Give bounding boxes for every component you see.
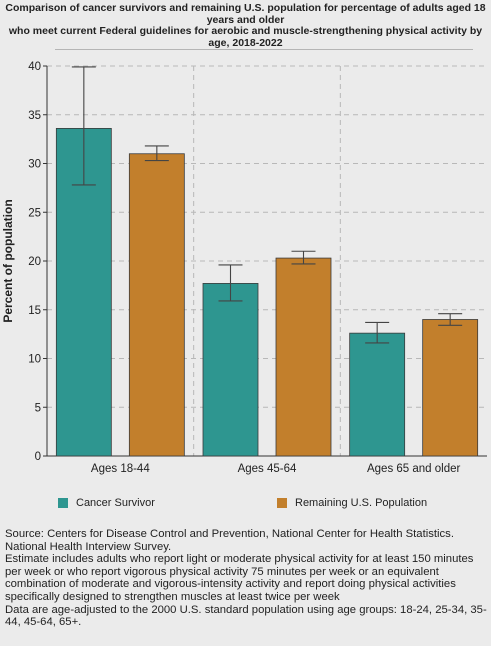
x-tick-label: Ages 45-64 <box>238 463 297 475</box>
footnote-age-adjustment: Data are age-adjusted to the 2000 U.S. s… <box>5 603 487 629</box>
bar-cancer-survivor <box>202 283 259 457</box>
y-tick-label: 20 <box>28 256 41 268</box>
y-axis-label: Percent of population <box>1 199 15 322</box>
x-tick-label: Ages 65 and older <box>367 463 461 475</box>
footnote-definition: Estimate includes adults who report ligh… <box>5 553 474 603</box>
legend-swatch <box>58 498 68 508</box>
y-tick-label: 15 <box>28 305 41 317</box>
title-line: Comparison of cancer survivors and remai… <box>5 2 486 14</box>
legend-label: Cancer Survivor <box>76 497 155 509</box>
bar-cancer-survivor <box>349 332 406 457</box>
bar-remaining-population <box>128 153 185 457</box>
footnote-source: Source: Centers for Disease Control and … <box>5 528 454 553</box>
title-line: years and older <box>206 13 285 26</box>
title-line: who meet current Federal guidelines for … <box>8 25 483 37</box>
x-tick-label: Ages 18-44 <box>91 463 150 475</box>
y-tick-label: 40 <box>28 61 41 73</box>
legend-swatch <box>277 498 287 508</box>
title-line: age, 2018-2022 <box>208 36 283 49</box>
y-tick-label: 0 <box>35 451 41 463</box>
footnote: Source: Centers for Disease Control and … <box>5 528 487 629</box>
y-tick-label: 35 <box>28 110 41 122</box>
y-tick-label: 25 <box>28 207 41 219</box>
y-tick-label: 10 <box>28 354 41 366</box>
chart-title: Comparison of cancer survivors and remai… <box>0 2 491 49</box>
legend-item-cancer-survivor: Cancer Survivor <box>58 497 155 509</box>
title-divider <box>55 49 473 50</box>
legend: Cancer Survivor Remaining U.S. Populatio… <box>0 497 491 511</box>
bar-remaining-population <box>422 319 479 457</box>
bar-remaining-population <box>275 257 332 457</box>
y-tick-label: 30 <box>28 159 41 171</box>
legend-item-remaining-population: Remaining U.S. Population <box>277 497 427 509</box>
y-tick-label: 5 <box>35 402 41 414</box>
legend-label: Remaining U.S. Population <box>295 497 428 509</box>
